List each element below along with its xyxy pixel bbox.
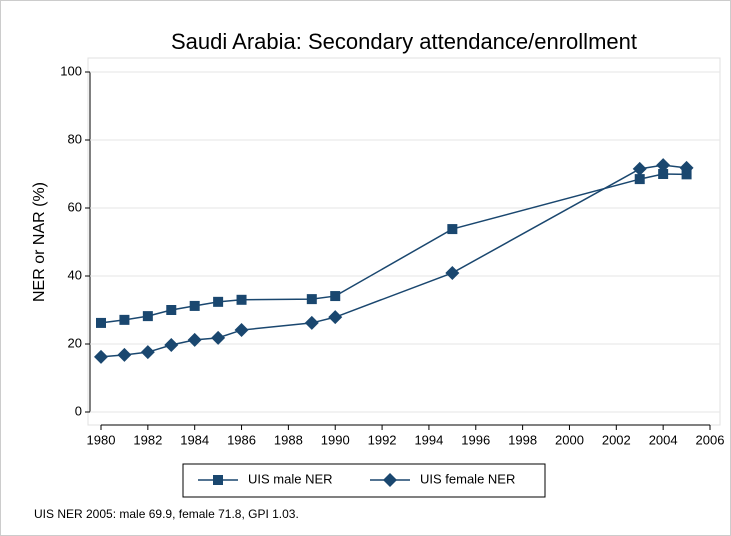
legend-box xyxy=(182,463,546,498)
x-tick-label: 1990 xyxy=(321,432,350,447)
x-tick-label: 1996 xyxy=(461,432,490,447)
marker-square xyxy=(166,305,177,315)
marker-square xyxy=(213,296,224,307)
y-tick-label: 60 xyxy=(68,199,82,214)
marker-diamond xyxy=(211,330,226,345)
marker-square xyxy=(306,294,317,305)
y-axis-label: NER or NAR (%) xyxy=(31,182,48,302)
marker-diamond xyxy=(445,265,460,280)
marker-diamond xyxy=(117,347,132,362)
marker-diamond xyxy=(328,310,343,325)
marker-square xyxy=(119,314,130,325)
marker-square xyxy=(142,311,153,322)
chart-title: Saudi Arabia: Secondary attendance/enrol… xyxy=(171,29,637,54)
x-tick-label: 1980 xyxy=(87,432,116,447)
marker-square xyxy=(96,317,106,328)
marker-square xyxy=(658,169,669,179)
x-tick-label: 1984 xyxy=(180,432,209,447)
footnote: UIS NER 2005: male 69.9, female 71.8, GP… xyxy=(34,507,299,521)
x-tick-label: 2002 xyxy=(602,432,631,447)
marker-square xyxy=(213,475,223,485)
plot-region xyxy=(87,57,721,426)
y-tick-label: 100 xyxy=(60,63,82,78)
marker-square xyxy=(236,294,247,305)
x-tick-label: 1994 xyxy=(414,432,443,447)
y-tick-label: 40 xyxy=(68,267,82,282)
legend-label: UIS male NER xyxy=(248,471,333,486)
y-tick-label: 0 xyxy=(75,403,82,418)
marker-square xyxy=(330,291,341,302)
marker-diamond xyxy=(187,332,202,347)
marker-diamond xyxy=(304,315,319,330)
legend-label: UIS female NER xyxy=(420,471,515,486)
x-tick-label: 1988 xyxy=(274,432,303,447)
x-tick-label: 1982 xyxy=(133,432,162,447)
marker-diamond xyxy=(164,338,179,353)
x-tick-label: 1986 xyxy=(227,432,256,447)
marker-diamond xyxy=(234,323,249,338)
marker-diamond xyxy=(94,349,108,364)
marker-diamond xyxy=(656,158,671,173)
y-tick-label: 20 xyxy=(68,335,82,350)
x-tick-label: 1998 xyxy=(508,432,537,447)
marker-square xyxy=(634,174,645,185)
marker-square xyxy=(189,300,200,311)
x-tick-label: 2004 xyxy=(649,432,678,447)
marker-diamond xyxy=(632,161,647,176)
marker-diamond xyxy=(679,160,694,175)
y-tick-label: 80 xyxy=(68,131,82,146)
x-tick-label: 2000 xyxy=(555,432,584,447)
marker-diamond xyxy=(383,473,397,487)
x-tick-label: 2006 xyxy=(696,432,725,447)
marker-diamond xyxy=(140,345,155,360)
marker-square xyxy=(447,224,458,235)
x-tick-label: 1992 xyxy=(368,432,397,447)
